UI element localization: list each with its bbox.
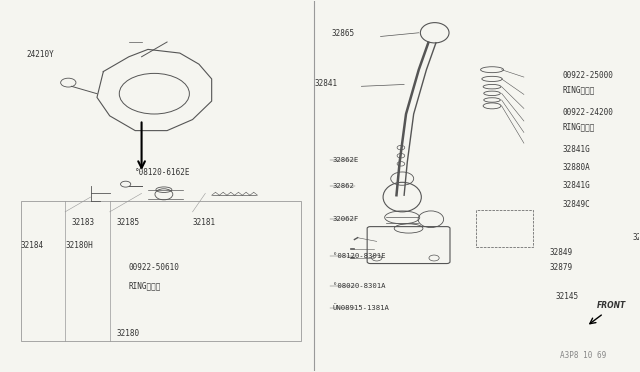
- Text: 32849C: 32849C: [562, 200, 590, 209]
- Text: A3P8 10 69: A3P8 10 69: [561, 350, 607, 359]
- Text: ÜN08915-1381A: ÜN08915-1381A: [333, 304, 390, 311]
- Text: 32841: 32841: [314, 79, 337, 88]
- Text: 32841G: 32841G: [562, 145, 590, 154]
- Text: 32841G: 32841G: [562, 182, 590, 190]
- Bar: [476, 210, 534, 247]
- Text: °08120-6162E: °08120-6162E: [135, 168, 191, 177]
- Text: FRONT: FRONT: [597, 301, 627, 310]
- Text: 32865: 32865: [332, 29, 355, 38]
- Text: 00922-24200: 00922-24200: [562, 108, 613, 117]
- Text: 24210Y: 24210Y: [27, 50, 54, 59]
- Text: 32184: 32184: [20, 241, 44, 250]
- Text: 00922-50610: 00922-50610: [129, 263, 180, 272]
- Text: 32849: 32849: [549, 248, 573, 257]
- Text: RINGリング: RINGリング: [562, 86, 595, 94]
- Text: RINGリング: RINGリング: [129, 281, 161, 290]
- Text: 32183: 32183: [72, 218, 95, 227]
- Text: 32145: 32145: [556, 292, 579, 301]
- Text: °08120-8301E: °08120-8301E: [333, 253, 385, 259]
- Text: °08020-8301A: °08020-8301A: [333, 283, 385, 289]
- Text: 32850N: 32850N: [632, 233, 640, 242]
- Text: 32862E: 32862E: [333, 157, 359, 163]
- Text: 32880A: 32880A: [562, 163, 590, 172]
- Text: 32862: 32862: [333, 183, 355, 189]
- Text: 32180H: 32180H: [65, 241, 93, 250]
- Text: 32181: 32181: [193, 218, 216, 227]
- Text: RINGリング: RINGリング: [562, 122, 595, 131]
- Text: 32185: 32185: [116, 218, 140, 227]
- Bar: [20, 201, 301, 341]
- Text: 32180: 32180: [116, 329, 140, 338]
- Text: 00922-25000: 00922-25000: [562, 71, 613, 80]
- Text: 32062F: 32062F: [333, 216, 359, 222]
- Text: 32879: 32879: [549, 263, 573, 272]
